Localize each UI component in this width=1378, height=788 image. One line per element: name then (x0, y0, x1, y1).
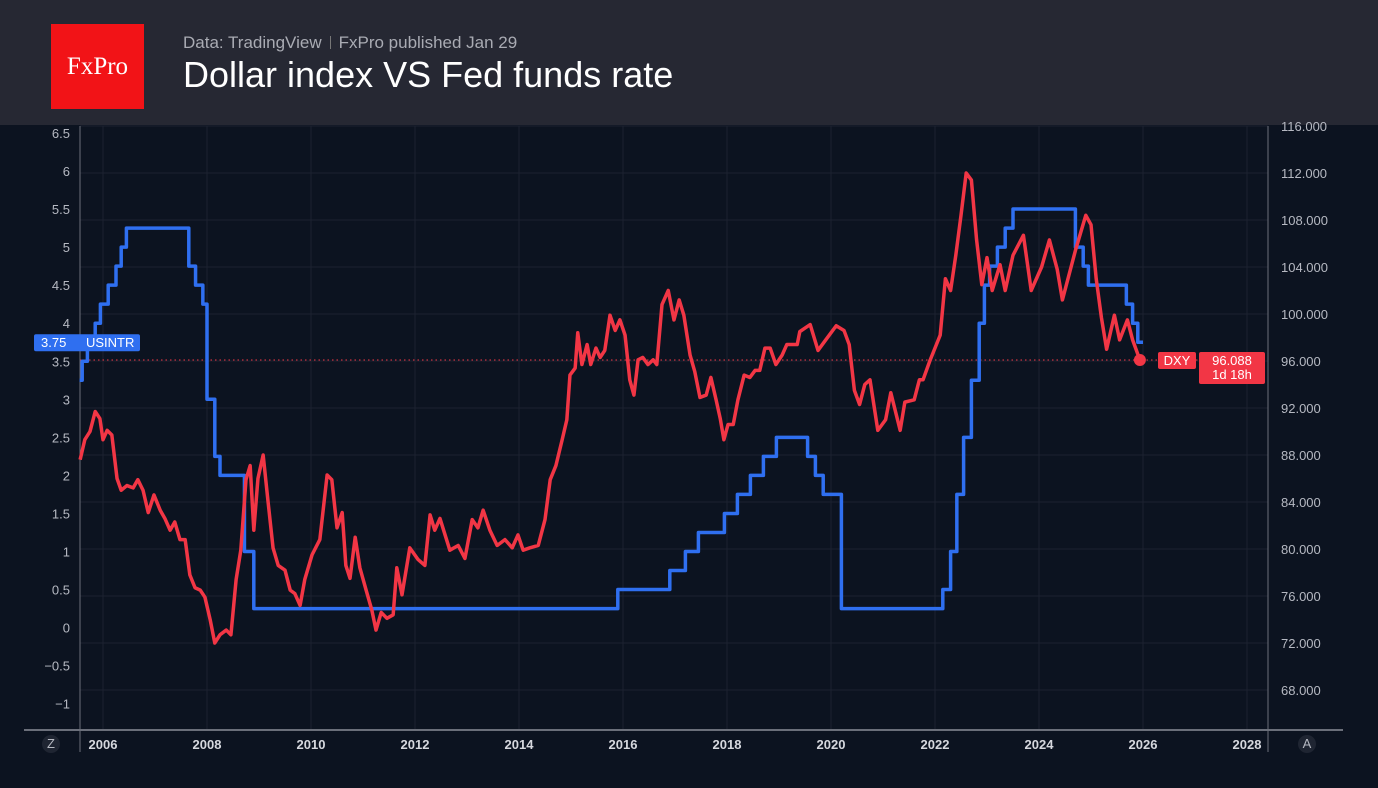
x-tick-label: 2008 (193, 737, 222, 752)
left-axis-tick-label: 6 (63, 164, 70, 179)
plot-background (0, 125, 1378, 788)
left-axis-tick-label: 0 (63, 621, 70, 636)
right-axis-tick-label: 100.000 (1281, 307, 1328, 322)
data-source: Data: TradingView (183, 33, 322, 52)
usintr-series-name: USINTR (86, 335, 134, 350)
left-axis-tick-label: 5.5 (52, 202, 70, 217)
subtitle: Data: TradingView FxPro published Jan 29 (183, 33, 517, 53)
z-button-label: Z (47, 736, 55, 751)
header: FxPro Data: TradingView FxPro published J… (0, 0, 1378, 125)
left-axis-tick-label: 1.5 (52, 506, 70, 521)
x-tick-label: 2012 (401, 737, 430, 752)
usintr-label-box (34, 334, 140, 352)
left-axis-tick-label: −1 (55, 697, 70, 712)
x-tick-label: 2018 (713, 737, 742, 752)
dxy-line (78, 171, 1142, 645)
right-axis-tick-label: 116.000 (1281, 119, 1327, 134)
left-axis-tick-label: 4 (63, 316, 70, 331)
left-axis-tick-label: 6.5 (52, 126, 70, 141)
left-axis-tick-label: 0.5 (52, 583, 70, 598)
right-axis-tick-label: 84.000 (1281, 495, 1321, 510)
left-axis-tick-label: 5 (63, 240, 70, 255)
separator (329, 36, 331, 49)
right-axis-tick-label: 72.000 (1281, 636, 1321, 651)
right-axis-tick-label: 92.000 (1281, 401, 1321, 416)
x-tick-label: 2010 (297, 737, 326, 752)
a-button-circle[interactable] (1298, 735, 1316, 753)
fxpro-logo: FxPro (51, 24, 144, 109)
x-tick-label: 2022 (921, 737, 950, 752)
dxy-series-name: DXY (1164, 353, 1191, 368)
left-axis-tick-label: 2.5 (52, 430, 70, 445)
x-tick-label: 2006 (89, 737, 118, 752)
usintr-last-value: 3.75 (41, 335, 66, 350)
right-axis-tick-label: 68.000 (1281, 683, 1321, 698)
dxy-name-box (1158, 351, 1196, 369)
x-tick-label: 2024 (1025, 737, 1055, 752)
right-axis-tick-label: 88.000 (1281, 448, 1321, 463)
left-axis-tick-label: 3 (63, 392, 70, 407)
dxy-value-box (1199, 351, 1265, 384)
left-axis-tick-label: 3.5 (52, 354, 70, 369)
right-axis-tick-label: 104.000 (1281, 260, 1328, 275)
x-tick-label: 2014 (505, 737, 535, 752)
chart-title: Dollar index VS Fed funds rate (183, 54, 674, 95)
dxy-last-value: 96.088 (1212, 353, 1252, 368)
x-tick-label: 2028 (1233, 737, 1262, 752)
a-button-label: A (1303, 736, 1312, 751)
right-axis-tick-label: 112.000 (1281, 166, 1327, 181)
usintr-line (79, 207, 1143, 611)
right-axis-tick-label: 76.000 (1281, 589, 1321, 604)
left-axis-tick-label: 2 (63, 468, 70, 483)
left-axis-tick-label: 1 (63, 545, 70, 560)
right-axis-tick-label: 96.000 (1281, 354, 1321, 369)
x-tick-label: 2026 (1129, 737, 1158, 752)
left-axis-tick-label: 4.5 (52, 278, 70, 293)
x-tick-label: 2016 (609, 737, 638, 752)
z-button-circle[interactable] (42, 735, 60, 753)
x-tick-label: 2020 (817, 737, 846, 752)
published-date: FxPro published Jan 29 (338, 33, 518, 52)
dxy-last-point (1133, 353, 1146, 366)
left-axis-tick-label: −0.5 (44, 659, 70, 674)
right-axis-tick-label: 108.000 (1281, 213, 1328, 228)
right-axis-tick-label: 80.000 (1281, 542, 1321, 557)
dxy-countdown: 1d 18h (1212, 367, 1252, 382)
